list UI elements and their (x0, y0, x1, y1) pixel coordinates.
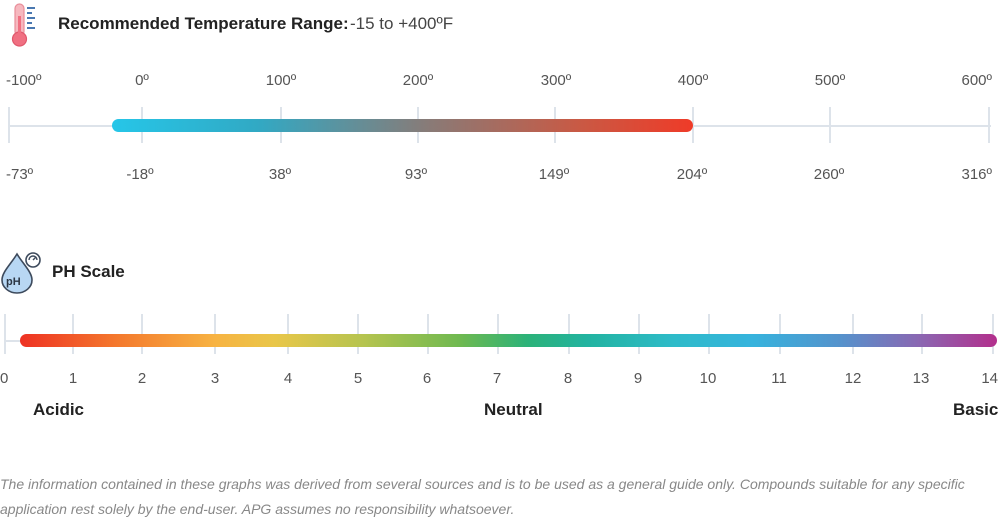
ph-axis-tick (4, 314, 6, 354)
ph-tick-label: 5 (353, 370, 363, 387)
fahrenheit-tick-label: 300º (540, 72, 572, 89)
temperature-range-value: -15 to +400ºF (350, 14, 454, 33)
fahrenheit-tick-label: 600º (961, 72, 992, 89)
ph-tick-label: 6 (422, 370, 432, 387)
fahrenheit-tick-label: 100º (265, 72, 297, 89)
basic-label: Basic (953, 400, 999, 419)
thermometer-icon (11, 3, 35, 47)
celsius-tick-label: -73º (6, 166, 34, 183)
fahrenheit-tick-label: 200º (402, 72, 434, 89)
ph-tick-label: 12 (844, 370, 862, 387)
ph-tick-label: 3 (210, 370, 220, 387)
celsius-tick-label: 316º (961, 166, 992, 183)
temperature-axis-tick (829, 107, 831, 143)
fahrenheit-tick-label: 0º (135, 72, 149, 89)
ph-scale-title: PH Scale (52, 262, 125, 281)
ph-tick-label: 7 (492, 370, 502, 387)
disclaimer-text: The information contained in these graph… (0, 476, 965, 517)
celsius-tick-label: 204º (676, 166, 708, 183)
celsius-tick-label: 38º (268, 166, 292, 183)
temperature-range-bar (112, 119, 693, 132)
temperature-title: Recommended Temperature Range: (58, 14, 349, 33)
ph-scale-bar (20, 334, 997, 347)
ph-tick-label: 10 (699, 370, 717, 387)
ph-tick-label: 14 (981, 370, 998, 387)
ph-tick-label: 13 (912, 370, 930, 387)
acidic-label: Acidic (33, 400, 85, 419)
temperature-axis-tick (988, 107, 990, 143)
celsius-tick-label: 260º (813, 166, 845, 183)
ph-drop-icon: pH (1, 252, 41, 294)
ph-tick-label: 4 (283, 370, 293, 387)
ph-tick-label: 2 (137, 370, 147, 387)
ph-icon-text: pH (6, 276, 21, 288)
ph-tick-label: 1 (68, 370, 78, 387)
ph-tick-label: 0 (0, 370, 9, 387)
celsius-tick-label: 149º (538, 166, 570, 183)
fahrenheit-tick-label: 400º (677, 72, 709, 89)
fahrenheit-tick-label: 500º (814, 72, 846, 89)
ph-tick-label: 11 (771, 370, 787, 387)
temperature-axis-tick (8, 107, 10, 143)
fahrenheit-tick-label: -100º (6, 72, 42, 89)
temperature-axis-tick (692, 107, 694, 143)
celsius-tick-label: 93º (404, 166, 428, 183)
neutral-label: Neutral (484, 400, 543, 419)
ph-tick-label: 9 (633, 370, 643, 387)
ph-tick-label: 8 (563, 370, 573, 387)
celsius-tick-label: -18º (126, 166, 154, 183)
